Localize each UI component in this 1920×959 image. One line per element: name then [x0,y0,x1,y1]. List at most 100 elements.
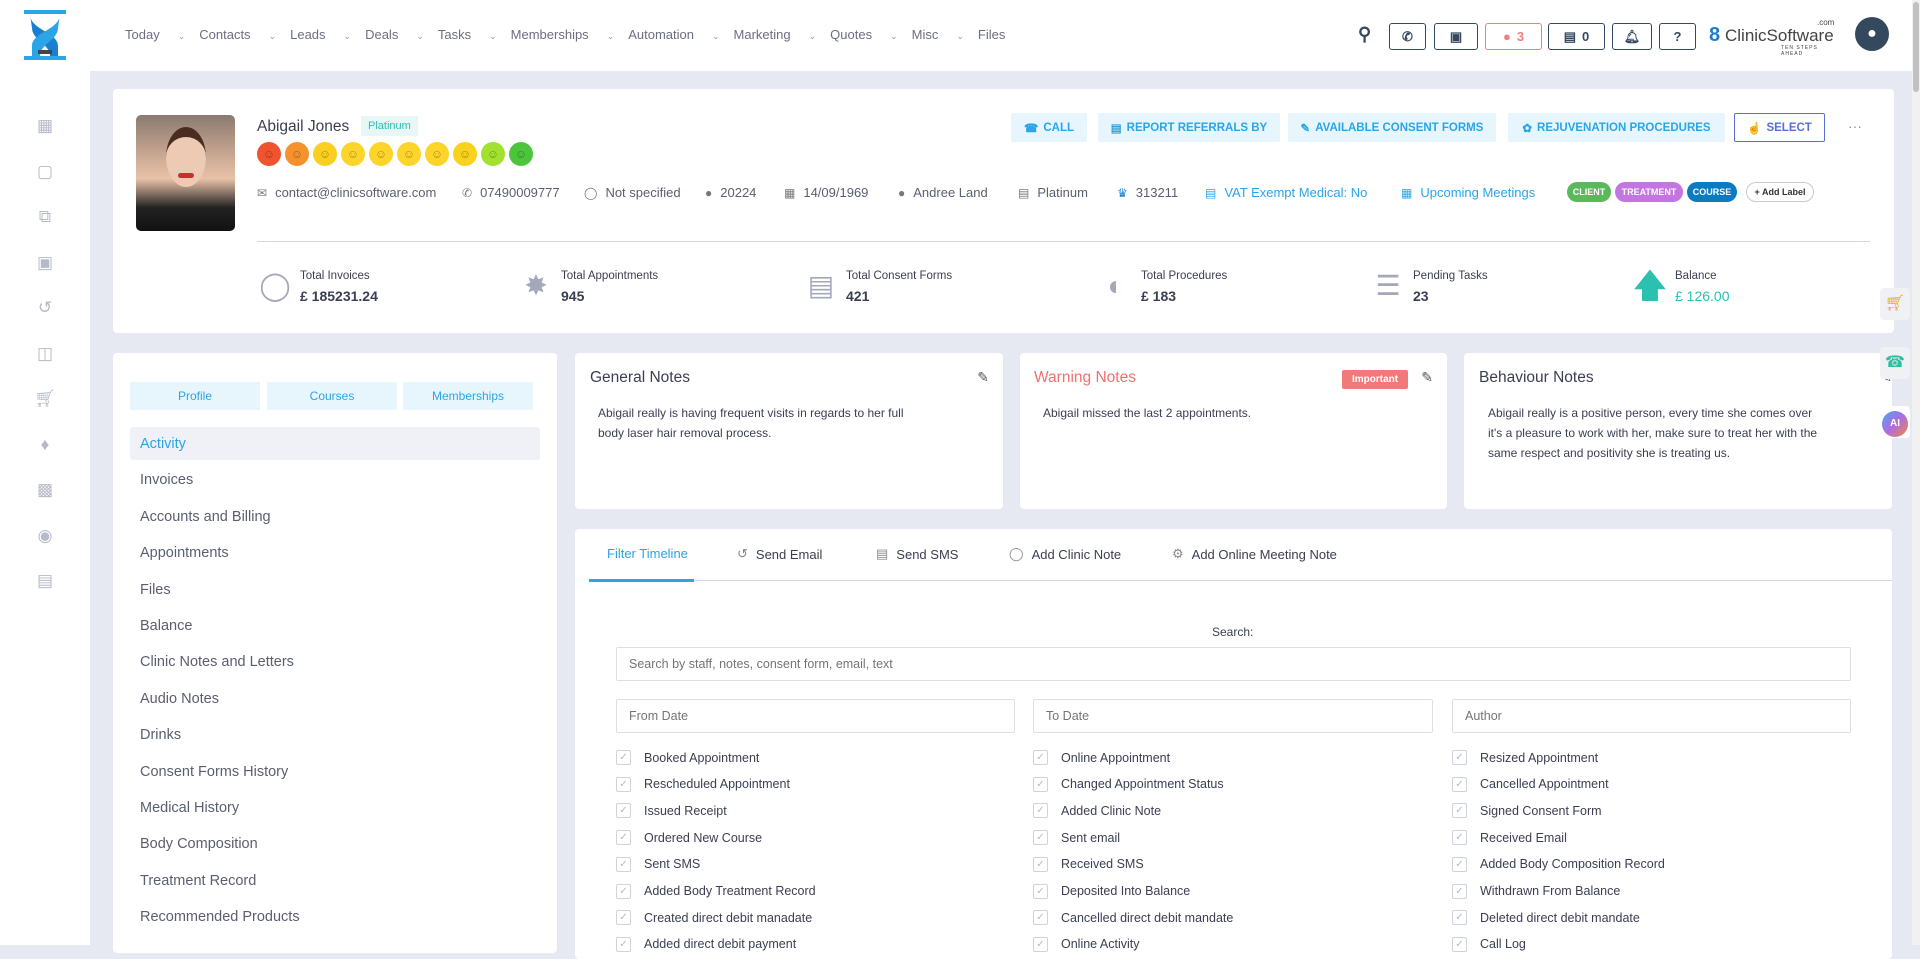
menu-item[interactable]: Activity [140,436,186,452]
user-circle-icon[interactable]: ◉ [37,525,53,545]
label-badge[interactable]: CLIENT [1567,182,1611,202]
more-options-icon[interactable]: ··· [1848,118,1862,134]
to-date-input[interactable] [1033,699,1433,733]
phone-button[interactable]: ✆ [1389,23,1426,50]
menu-item[interactable]: Accounts and Billing [140,508,271,525]
edit-pencil-icon[interactable]: ✎ [977,369,989,385]
consent-forms-button[interactable]: ✎ AVAILABLE CONSENT FORMS [1288,113,1496,142]
label-badge[interactable]: COURSE [1687,182,1737,202]
history-icon[interactable]: ↺ [37,298,53,317]
nav-item[interactable]: Misc ⌄ [912,27,964,42]
profile-tab[interactable]: Courses [267,382,397,410]
rejuvenation-button[interactable]: ✿ REJUVENATION PROCEDURES [1508,113,1725,142]
filter-checkbox[interactable]: ✓ Booked Appointment [616,750,759,765]
mood-emoji-icon[interactable]: ☺ [453,142,477,166]
filter-checkbox[interactable]: ✓ Cancelled direct debit mandate [1033,910,1233,926]
add-label-button[interactable]: + Add Label [1746,182,1814,202]
nav-item[interactable]: Files [978,27,1019,42]
nav-item[interactable]: Marketing ⌄ [734,27,817,42]
filter-checkbox[interactable]: ✓ Changed Appointment Status [1033,776,1224,792]
nav-item[interactable]: Deals ⌄ [365,27,424,42]
filter-checkbox[interactable]: ✓ Call Log [1452,936,1526,952]
calendar-icon[interactable]: ▦ [36,116,54,135]
menu-item[interactable]: Files [140,581,171,598]
filter-checkbox[interactable]: ✓ Sent SMS [616,856,700,872]
timeline-tab[interactable]: ▤ Send SMS [876,546,958,562]
menu-item[interactable]: Drinks [140,727,182,744]
vat-link[interactable]: ▤ VAT Exempt Medical: No [1205,185,1367,200]
menu-item[interactable]: Medical History [140,800,240,816]
nav-item[interactable]: Leads ⌄ [290,27,351,42]
author-input[interactable] [1452,699,1851,733]
edit-pencil-icon[interactable]: ✎ [1421,369,1433,385]
whatsapp-float-button[interactable]: ☎ [1880,347,1910,379]
filter-checkbox[interactable]: ✓ Issued Receipt [616,803,727,819]
notifications-button[interactable]: 🔔︎ [1612,23,1652,50]
menu-item[interactable]: Balance [140,618,193,634]
inbox-button[interactable]: ▣ [1434,23,1478,50]
profile-tab[interactable]: Memberships [403,382,533,410]
menu-item[interactable]: Treatment Record [140,872,257,889]
report-referrals-button[interactable]: ▤ REPORT REFERRALS BY [1098,113,1280,142]
select-button[interactable]: ☝ SELECT [1734,113,1825,142]
filter-checkbox[interactable]: ✓ Received Email [1452,830,1567,846]
user-avatar[interactable]: ● [1855,17,1889,51]
mood-emoji-icon[interactable]: ☺ [369,142,393,166]
filter-checkbox[interactable]: ✓ Added Body Composition Record [1452,856,1665,872]
call-button[interactable]: ☎ CALL [1011,113,1087,142]
timeline-tab[interactable]: ◯ Add Clinic Note [1009,546,1121,562]
scrollbar[interactable] [1912,0,1920,945]
mood-emoji-icon[interactable]: ☺ [481,142,505,166]
filter-checkbox[interactable]: ✓ Added direct debit payment [616,936,796,952]
menu-item[interactable]: Invoices [140,472,194,489]
filter-checkbox[interactable]: ✓ Rescheduled Appointment [616,776,790,792]
help-button[interactable]: ? [1659,23,1696,50]
search-icon[interactable]: ⚲ [1358,24,1372,44]
menu-item[interactable]: Audio Notes [140,690,219,707]
filter-checkbox[interactable]: ✓ Signed Consent Form [1452,803,1602,819]
upcoming-meetings-link[interactable]: ▦ Upcoming Meetings [1401,185,1535,200]
nav-item[interactable]: Tasks ⌄ [438,27,497,42]
filter-checkbox[interactable]: ✓ Online Activity [1033,936,1140,952]
timeline-search-input[interactable] [616,647,1851,681]
mood-emoji-icon[interactable]: ☺ [425,142,449,166]
filter-checkbox[interactable]: ✓ Online Appointment [1033,750,1170,765]
nav-item[interactable]: Contacts ⌄ [199,27,276,42]
timeline-tab[interactable]: ↺ Send Email [737,546,822,562]
timeline-tab[interactable]: ⚙ Add Online Meeting Note [1172,546,1337,562]
menu-item[interactable]: Recommended Products [140,909,300,926]
nav-item[interactable]: Automation ⌄ [628,27,719,42]
calendar-download-icon[interactable]: ▣ [36,252,54,272]
store-button[interactable]: ▤ 0 [1548,23,1605,50]
filter-checkbox[interactable]: ✓ Deposited Into Balance [1033,883,1190,899]
app-logo[interactable] [22,10,68,60]
nav-item[interactable]: Today ⌄ [125,27,185,42]
filter-checkbox[interactable]: ✓ Received SMS [1033,856,1144,872]
timeline-tab[interactable]: Filter Timeline [607,546,688,561]
menu-item[interactable]: Body Composition [140,836,258,853]
mood-emoji-icon[interactable]: ☺ [509,142,533,166]
label-badge[interactable]: TREATMENT [1615,182,1683,202]
filter-checkbox[interactable]: ✓ Resized Appointment [1452,750,1598,765]
report-icon[interactable]: ▩ [36,480,54,499]
copy-icon[interactable]: ⧉ [38,207,52,226]
from-date-input[interactable] [616,699,1015,733]
cart-float-button[interactable]: 🛒︎ [1880,288,1910,320]
menu-item[interactable]: Consent Forms History [140,763,289,780]
mood-emoji-icon[interactable]: ☺ [285,142,309,166]
filter-checkbox[interactable]: ✓ Cancelled Appointment [1452,776,1609,792]
tag-icon[interactable]: ♦ [40,434,50,454]
mood-emoji-icon[interactable]: ☺ [397,142,421,166]
chat-button[interactable]: ● 3 [1485,23,1542,50]
gift-icon[interactable]: ◫ [36,343,54,363]
lock-icon[interactable]: ▤ [36,571,54,590]
profile-tab[interactable]: Profile [130,382,260,410]
filter-checkbox[interactable]: ✓ Created direct debit manadate [616,910,812,926]
mood-emoji-icon[interactable]: ☺ [257,142,281,166]
filter-checkbox[interactable]: ✓ Added Clinic Note [1033,803,1161,819]
box-icon[interactable]: ▢ [36,161,54,181]
nav-item[interactable]: Memberships ⌄ [511,27,615,42]
cart-icon[interactable]: 🛒︎ [34,389,56,408]
mood-emoji-icon[interactable]: ☺ [313,142,337,166]
filter-checkbox[interactable]: ✓ Sent email [1033,830,1120,846]
